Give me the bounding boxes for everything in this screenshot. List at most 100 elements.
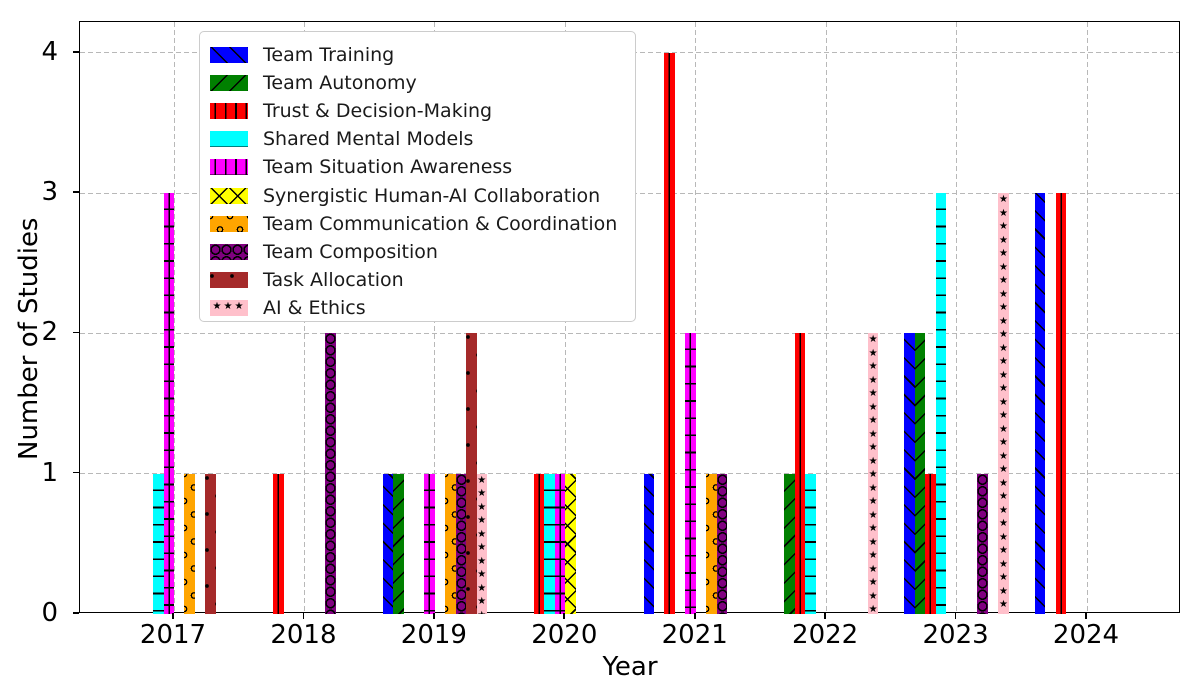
legend-label: Team Autonomy — [263, 72, 417, 95]
bar: ★★★★★★★★★★★★★★★★★★★★★★ — [867, 333, 879, 614]
legend-label: Trust & Decision-Making — [263, 100, 493, 123]
bar — [935, 193, 947, 614]
legend-swatch-o-icon — [210, 215, 248, 232]
legend-item: Trust & Decision-Making — [210, 97, 625, 125]
bar — [1034, 193, 1046, 614]
legend-item: Shared Mental Models — [210, 125, 625, 153]
bar — [325, 333, 336, 614]
legend-item: ★★★ AI & Ethics — [210, 294, 625, 322]
x-tick — [302, 613, 305, 619]
bar — [184, 473, 195, 614]
bar: ★★★★★★★★★★★★ — [476, 473, 487, 614]
legend-label: Team Composition — [263, 240, 438, 263]
legend-swatch-vert-icon — [210, 103, 248, 120]
gridline-vertical — [173, 22, 175, 612]
x-tick-label: 2023 — [922, 620, 989, 650]
bar — [544, 473, 555, 614]
bar — [706, 473, 717, 614]
gridline-horizontal — [80, 332, 1179, 334]
legend-swatch-slash-icon — [210, 47, 248, 64]
x-axis-label: Year — [602, 652, 658, 682]
bar — [784, 473, 795, 614]
legend-swatch-x-icon — [210, 187, 248, 204]
legend-item: Team Situation Awareness — [210, 153, 625, 181]
legend-label: Shared Mental Models — [263, 128, 474, 151]
legend: Team Training Team Autonomy Trust & Decisi… — [199, 31, 636, 322]
legend-label: Task Allocation — [263, 268, 404, 291]
bar — [534, 473, 545, 614]
bar — [424, 473, 435, 614]
legend-label: Team Situation Awareness — [263, 156, 513, 179]
y-tick-label: 1 — [41, 457, 58, 488]
x-tick-label: 2024 — [1052, 620, 1120, 650]
bar — [914, 333, 926, 614]
x-tick — [824, 613, 826, 619]
bar — [382, 473, 394, 614]
bar — [904, 333, 915, 614]
x-tick-label: 2020 — [531, 620, 598, 650]
x-tick-label: 2018 — [270, 620, 337, 650]
bar — [805, 473, 816, 614]
gridline-vertical — [956, 22, 958, 612]
legend-item: Team Autonomy — [210, 69, 625, 97]
bar — [664, 52, 675, 614]
gridline-vertical — [695, 22, 697, 612]
bar — [794, 333, 806, 614]
bar — [716, 473, 727, 614]
legend-item: Task Allocation — [210, 266, 625, 294]
y-tick — [73, 191, 79, 193]
bar — [977, 473, 988, 614]
y-tick — [73, 612, 79, 614]
bar — [163, 193, 174, 614]
y-tick-label: 4 — [41, 36, 58, 67]
bar — [643, 473, 654, 614]
gridline-vertical — [825, 22, 827, 612]
x-tick — [1085, 613, 1087, 619]
bar — [445, 473, 456, 614]
legend-swatch-star-icon: ★★★ — [210, 299, 248, 316]
bar: ★★★★★★★★★★★★★★★★★★★★★★★★★★★★★★★★★ — [998, 193, 1009, 614]
x-tick — [433, 613, 435, 619]
legend-item: Team Composition — [210, 238, 625, 266]
x-tick — [172, 613, 174, 619]
y-tick — [73, 331, 79, 334]
bar — [455, 473, 467, 614]
x-tick — [954, 613, 957, 619]
bar — [273, 473, 284, 614]
bar — [565, 473, 576, 614]
legend-swatch-horiz-icon — [210, 131, 248, 148]
legend-label: Team Communication & Coordination — [263, 212, 618, 235]
bar — [393, 473, 404, 614]
gridline-horizontal — [80, 473, 1179, 475]
bar — [153, 473, 164, 614]
x-tick-label: 2019 — [400, 620, 467, 650]
x-tick-label: 2017 — [139, 620, 207, 650]
bar — [1055, 193, 1067, 614]
legend-item: Team Training — [210, 41, 625, 69]
bar — [685, 333, 696, 614]
y-tick-label: 2 — [41, 317, 58, 348]
bar — [925, 473, 936, 614]
y-tick-label: 3 — [41, 177, 58, 208]
legend-label: Synergistic Human-AI Collaboration — [263, 184, 601, 207]
x-tick-label: 2022 — [792, 620, 859, 650]
y-tick-label: 0 — [41, 598, 58, 628]
gridline-vertical — [1086, 22, 1088, 612]
bar — [466, 333, 477, 614]
x-tick — [563, 613, 566, 619]
legend-item: Synergistic Human-AI Collaboration — [210, 181, 625, 209]
y-tick — [73, 471, 79, 474]
bar — [205, 473, 216, 614]
legend-swatch-dot-icon — [210, 271, 248, 288]
legend-swatch-O-icon — [210, 243, 248, 260]
x-tick — [693, 613, 696, 619]
legend-swatch-backslash-icon — [210, 75, 248, 92]
legend-item: Team Communication & Coordination — [210, 210, 625, 238]
legend-label: AI & Ethics — [263, 296, 366, 319]
legend-label: Team Training — [263, 44, 395, 67]
bar — [554, 473, 566, 614]
y-tick — [73, 51, 79, 53]
x-tick-label: 2021 — [661, 620, 728, 650]
legend-swatch-plus-icon — [210, 159, 248, 176]
